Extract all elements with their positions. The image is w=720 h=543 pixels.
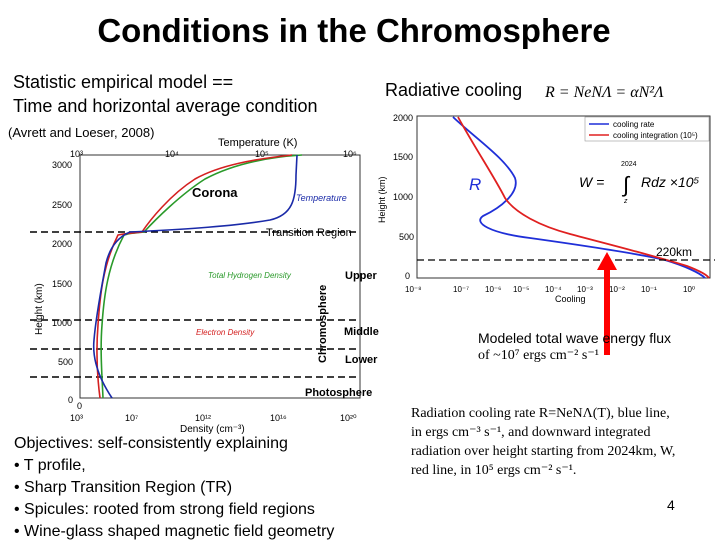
cooling-x-tick: 10⁻¹: [641, 285, 657, 294]
bottom-tick: 10³: [70, 413, 83, 423]
model-description: Statistic empirical model == Time and ho…: [13, 70, 318, 118]
caption-line: red line, in 10⁵ ergs cm⁻² s⁻¹.: [411, 463, 577, 478]
red-arrow-icon: [597, 252, 617, 355]
transition-region-label: Transition Region: [266, 227, 352, 239]
legend-cooling-rate: cooling rate: [613, 120, 655, 129]
y-tick: 3000: [52, 160, 72, 170]
cooling-y-axis-title: Height (km): [377, 176, 387, 223]
temperature-label: Temperature: [296, 193, 347, 203]
middle-label: Middle: [344, 326, 379, 338]
cooling-x-tick: 10⁻²: [609, 285, 625, 294]
cooling-x-tick: 10⁻⁷: [453, 285, 469, 294]
top-tick: 10⁵: [255, 149, 269, 159]
electron-density-label: Electron Density: [196, 328, 255, 337]
cooling-y-tick: 500: [399, 232, 414, 242]
r-label: R: [469, 175, 481, 194]
corona-label: Corona: [192, 185, 238, 200]
y-tick: 2500: [52, 200, 72, 210]
top-tick: 10³: [70, 149, 83, 159]
w-formula-right: Rdz ×10⁵: [641, 174, 700, 190]
top-axis-title: Temperature (K): [218, 137, 297, 149]
caption-line: in ergs cm⁻³ s⁻¹, and downward integrate…: [411, 425, 651, 440]
objective-item: • Sharp Transition Region (TR): [14, 479, 233, 496]
y-tick: 1500: [52, 279, 72, 289]
bottom-tick: 0: [77, 401, 82, 411]
photosphere-label: Photosphere: [305, 387, 372, 399]
chromosphere-label: Chromosphere: [317, 285, 329, 363]
top-tick: 10⁶: [343, 149, 357, 159]
caption-line: Radiation cooling rate R=NeNΛ(T), blue l…: [411, 406, 670, 421]
electron-density-curve: [96, 154, 293, 399]
y-tick: 1000: [52, 318, 72, 328]
w-formula-left: W =: [579, 174, 604, 190]
objective-item: • Spicules: rooted from strong field reg…: [14, 501, 315, 518]
bottom-tick: 10¹⁶: [270, 413, 287, 423]
cooling-x-tick: 10⁰: [683, 285, 695, 294]
cooling-y-tick: 1000: [393, 192, 413, 202]
bottom-tick: 10⁷: [125, 413, 138, 423]
radiative-cooling-figure: Height (km) 2000 1500 1000 500 0 cooling…: [377, 113, 715, 304]
reference-citation: (Avrett and Loeser, 2008): [8, 125, 155, 140]
cooling-y-tick: 0: [405, 271, 410, 281]
caption-line: radiation over height starting from 2024…: [411, 444, 676, 459]
chromosphere-model-figure: Temperature (K) 10³ 10⁴ 10⁵ 10⁶ Height (…: [30, 137, 379, 435]
y-tick: 500: [58, 357, 73, 367]
cooling-figure-caption: Radiation cooling rate R=NeNΛ(T), blue l…: [411, 404, 711, 480]
integral-sign-icon: ∫: [621, 172, 631, 197]
wave-energy-flux-line1: Modeled total wave energy flux: [478, 330, 671, 346]
wave-energy-flux-line2: of ~10⁷ ergs cm⁻² s⁻¹: [478, 348, 599, 363]
bottom-tick: 10¹²: [195, 413, 211, 423]
slide-title: Conditions in the Chromosphere: [97, 12, 611, 49]
wave-energy-flux-note: Modeled total wave energy flux of ~10⁷ e…: [478, 329, 671, 365]
bottom-tick: 10²⁰: [340, 413, 357, 423]
objective-item: • T profile,: [14, 457, 86, 474]
cooling-plot-frame: [416, 115, 711, 279]
220km-label: 220km: [656, 245, 692, 259]
cooling-x-tick: 10⁻⁵: [513, 285, 529, 294]
model-description-line2: Time and horizontal average condition: [13, 96, 318, 116]
cooling-legend: [584, 116, 710, 142]
top-tick: 10⁴: [165, 149, 179, 159]
w-formula-lower-limit: z: [623, 198, 628, 205]
model-description-line1: Statistic empirical model ==: [13, 72, 234, 92]
plot-frame: [79, 154, 361, 399]
cooling-y-tick: 2000: [393, 113, 413, 123]
bottom-axis-title: Density (cm⁻³): [180, 424, 245, 435]
radiative-cooling-label: Radiative cooling: [385, 80, 523, 100]
y-axis-title: Height (km): [34, 283, 45, 335]
cooling-x-tick: 10⁻⁶: [485, 285, 501, 294]
objectives-list: Objectives: self-consistently explaining…: [14, 433, 334, 543]
cooling-x-tick: 10⁻⁴: [545, 285, 562, 294]
cooling-integration-curve: [457, 116, 710, 279]
energy-flux-arrow: [597, 252, 617, 355]
w-formula-upper-limit: 2024: [621, 161, 637, 168]
y-tick: 2000: [52, 239, 72, 249]
legend-cooling-integration: cooling integration (10⁵): [613, 131, 698, 140]
temperature-curve: [92, 154, 298, 399]
objectives-heading: Objectives: self-consistently explaining: [14, 435, 288, 452]
cooling-formula: R = NeNΛ = αN²Λ: [545, 84, 664, 101]
upper-label: Upper: [345, 270, 378, 282]
page-number: 4: [667, 497, 675, 513]
objective-item: • Wine-glass shaped magnetic field geome…: [14, 523, 335, 540]
cooling-x-tick: 10⁻⁸: [405, 285, 422, 294]
lower-label: Lower: [345, 354, 378, 366]
cooling-x-tick: 10⁻³: [577, 285, 593, 294]
cooling-x-axis-title: Cooling: [555, 294, 586, 304]
y-tick: 0: [68, 395, 73, 405]
cooling-y-tick: 1500: [393, 152, 413, 162]
hydrogen-density-label: Total Hydrogen Density: [208, 271, 292, 280]
